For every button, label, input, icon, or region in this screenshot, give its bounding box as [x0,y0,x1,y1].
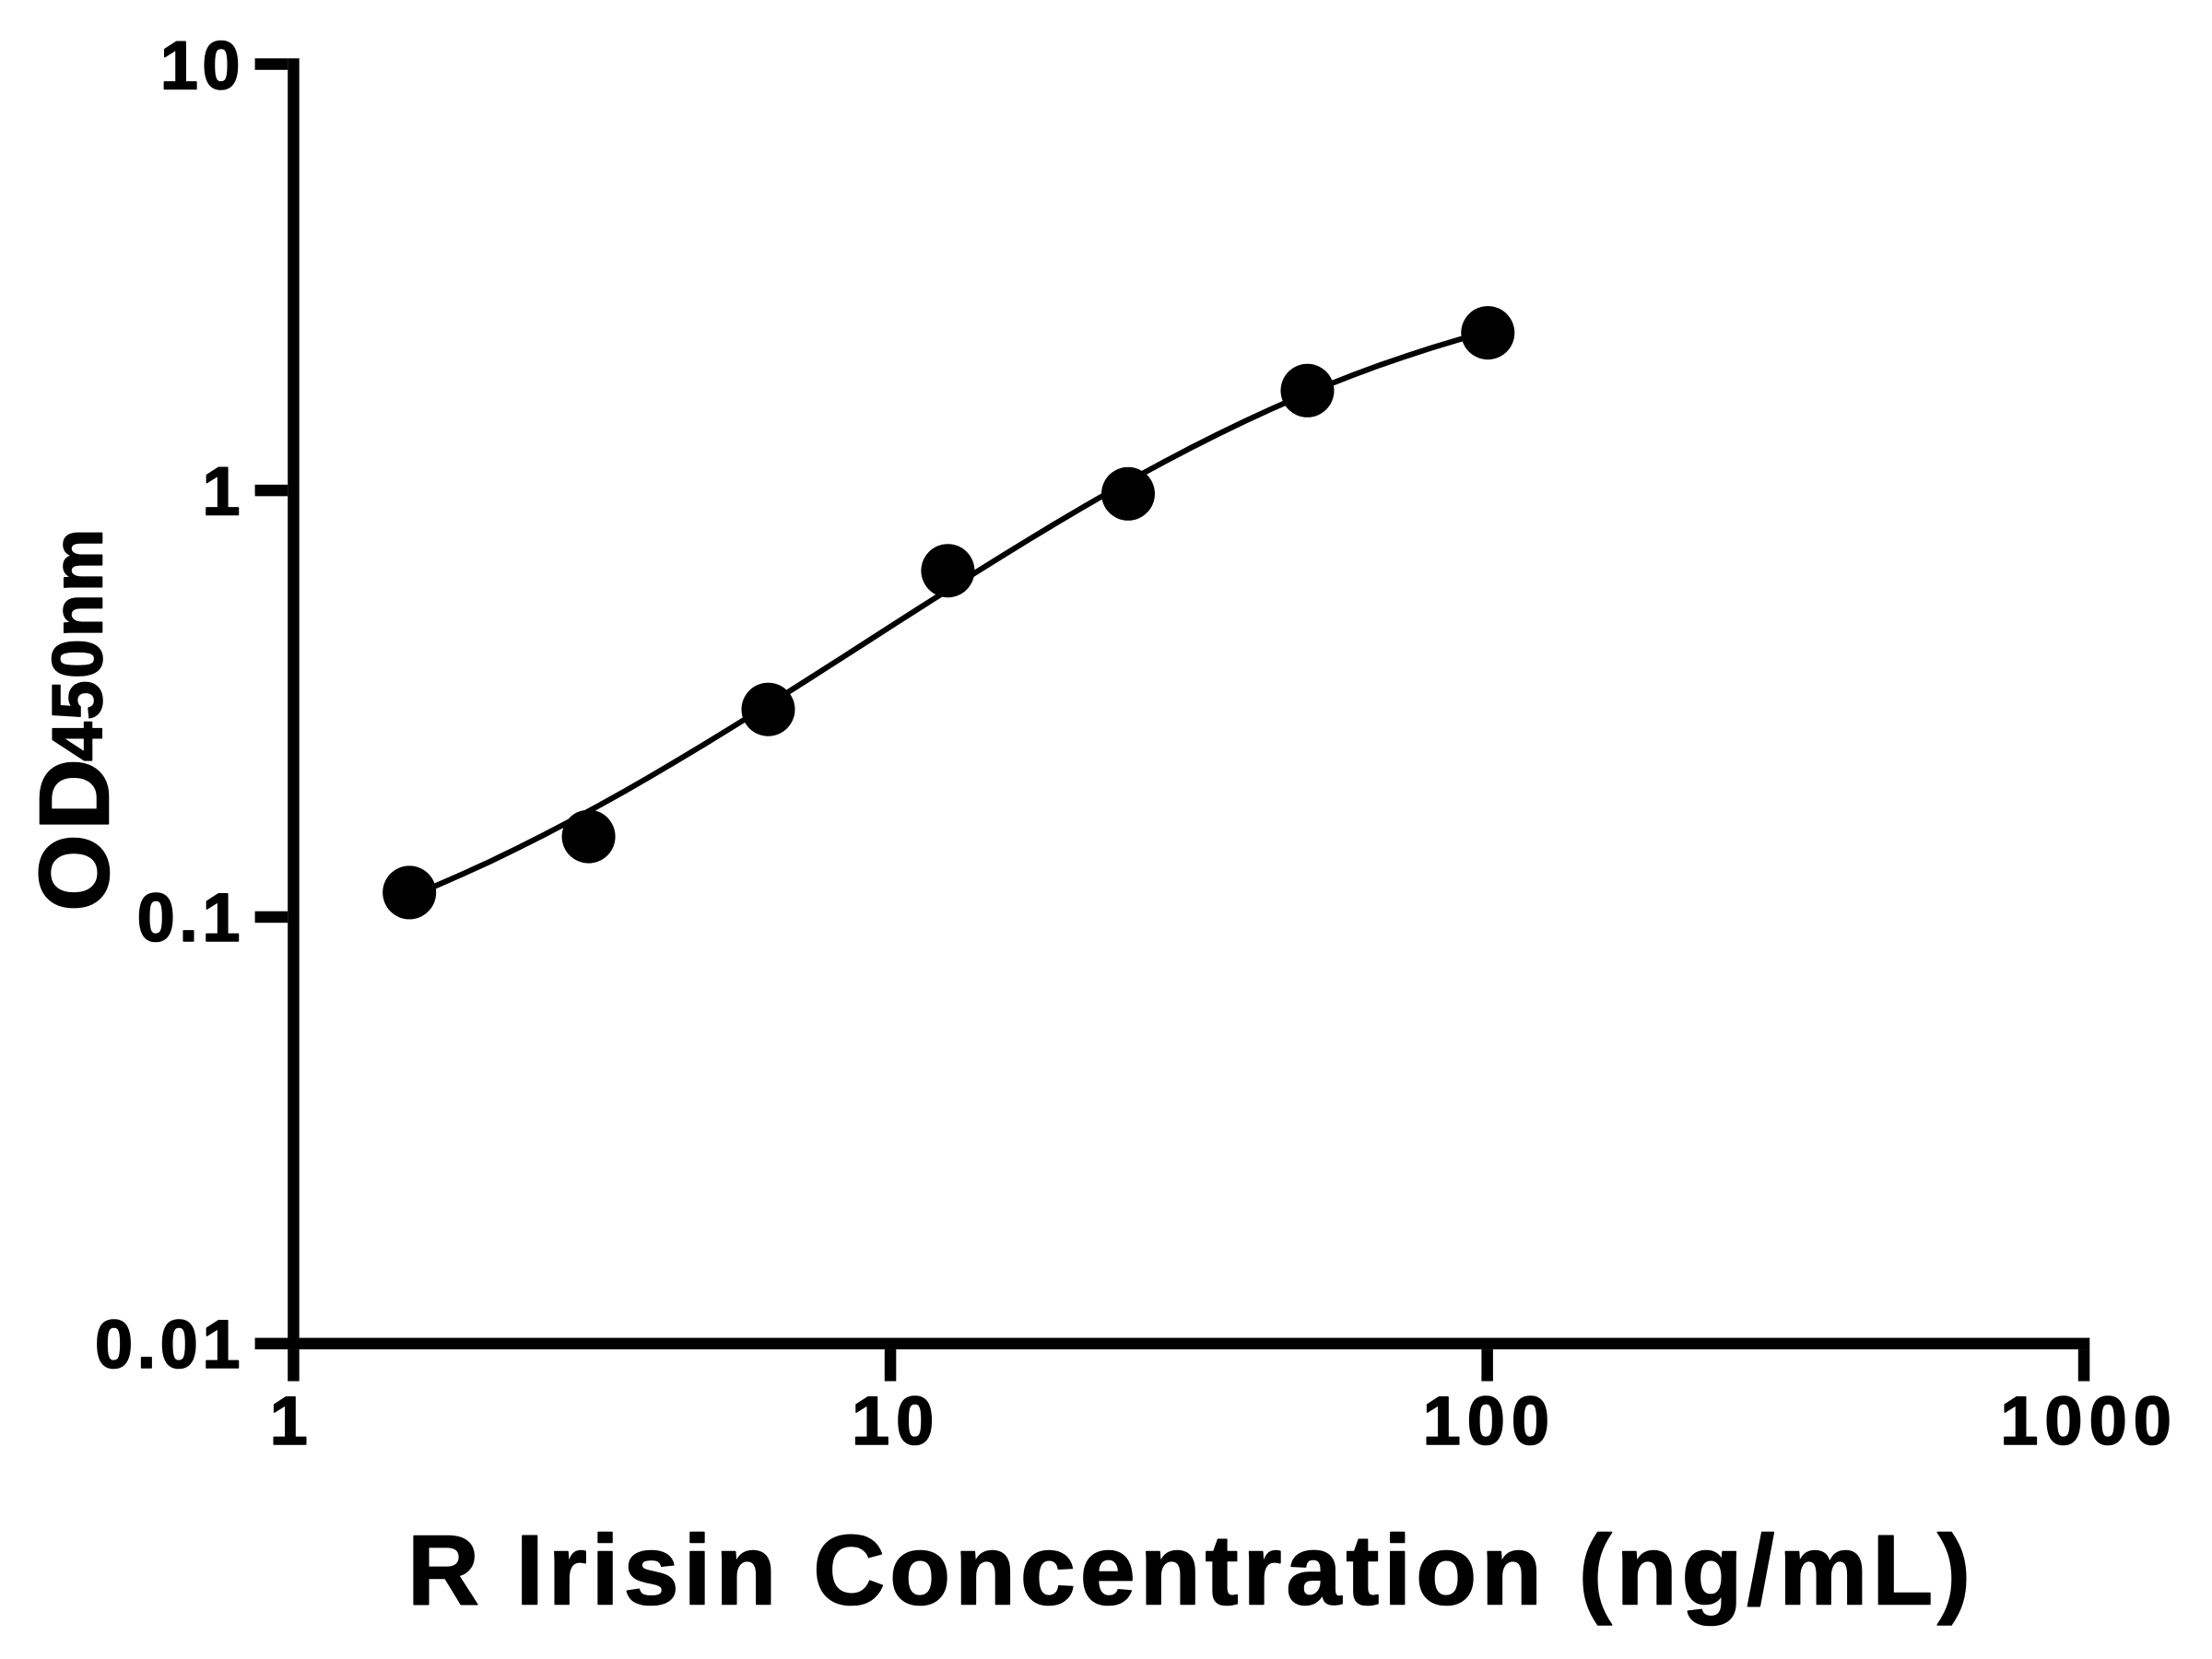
svg-text:100: 100 [1423,1382,1556,1459]
svg-text:10: 10 [852,1382,940,1459]
svg-text:0.1: 0.1 [137,879,244,956]
svg-text:1: 1 [270,1382,314,1459]
svg-text:1000: 1000 [2000,1382,2178,1459]
svg-text:0.01: 0.01 [95,1306,244,1382]
svg-text:1: 1 [202,453,244,530]
svg-text:10: 10 [160,28,244,104]
svg-text:R Irisin Concentration (ng/mL): R Irisin Concentration (ng/mL) [407,1514,1975,1626]
